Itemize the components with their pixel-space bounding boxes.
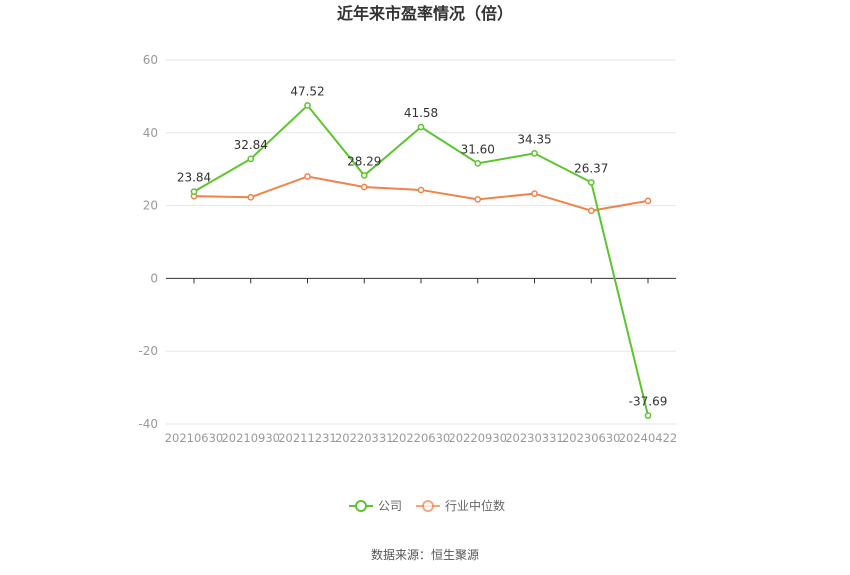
- data-label: 41.58: [404, 106, 438, 120]
- data-point: [304, 102, 311, 109]
- legend[interactable]: 公司 行业中位数: [349, 498, 505, 513]
- data-point: [247, 193, 255, 201]
- y-tick-label: 20: [143, 199, 158, 213]
- legend-item-company[interactable]: 公司: [349, 499, 402, 513]
- legend-label: 行业中位数: [445, 498, 505, 513]
- legend-item-industry-median[interactable]: 行业中位数: [416, 498, 505, 513]
- series-line-company: [193, 103, 649, 416]
- data-point: [644, 412, 652, 419]
- y-tick-label: -40: [138, 417, 158, 431]
- x-tick-label: 20210630: [165, 431, 224, 445]
- x-tick-label: 20210930: [221, 431, 280, 445]
- data-labels: 23.84 32.84 47.52 28.29 41.58 31.60 34.35 26.37…: [177, 84, 668, 408]
- x-tick-label: 20220930: [448, 431, 507, 445]
- x-tick-label: 20220331: [335, 431, 394, 445]
- data-point: [360, 172, 368, 179]
- y-tick-label: 0: [150, 271, 158, 285]
- x-tick-label: 20230331: [505, 431, 564, 445]
- source-note: 数据来源：恒生聚源: [371, 547, 479, 562]
- gridlines: [166, 59, 676, 425]
- data-label: 28.29: [347, 154, 381, 168]
- data-label: 32.84: [234, 138, 268, 152]
- x-tick-label: 20220630: [392, 431, 451, 445]
- data-label: 23.84: [177, 171, 211, 185]
- data-point: [304, 173, 311, 180]
- x-tick-label: 20230630: [562, 431, 621, 445]
- data-point: [417, 123, 425, 131]
- data-label: 34.35: [517, 132, 551, 146]
- data-point: [587, 207, 595, 215]
- x-tick-label: 20240422: [619, 431, 678, 445]
- data-point: [417, 186, 425, 194]
- data-point: [531, 190, 538, 197]
- data-point: [531, 150, 538, 157]
- data-point: [474, 160, 482, 167]
- data-label: -37.69: [629, 395, 668, 409]
- series-lines: [190, 102, 652, 419]
- y-tick-label: -20: [138, 344, 158, 358]
- data-point: [190, 188, 198, 195]
- data-point: [360, 183, 368, 191]
- data-point: [587, 179, 595, 186]
- data-label: 47.52: [290, 84, 324, 98]
- data-label: 26.37: [574, 161, 608, 175]
- axes: 6040200-20-40202106302021093020211231202…: [138, 53, 677, 445]
- legend-marker: [355, 500, 367, 512]
- legend-label: 公司: [378, 499, 402, 513]
- y-tick-label: 60: [143, 53, 158, 67]
- y-tick-label: 40: [143, 126, 158, 140]
- data-point: [247, 155, 255, 163]
- legend-marker: [422, 500, 434, 512]
- data-point: [474, 196, 482, 203]
- x-tick-label: 20211231: [278, 431, 337, 445]
- chart-title: 近年来市盈率情况（倍）: [337, 4, 513, 23]
- data-label: 31.60: [461, 142, 495, 156]
- data-point: [644, 197, 652, 205]
